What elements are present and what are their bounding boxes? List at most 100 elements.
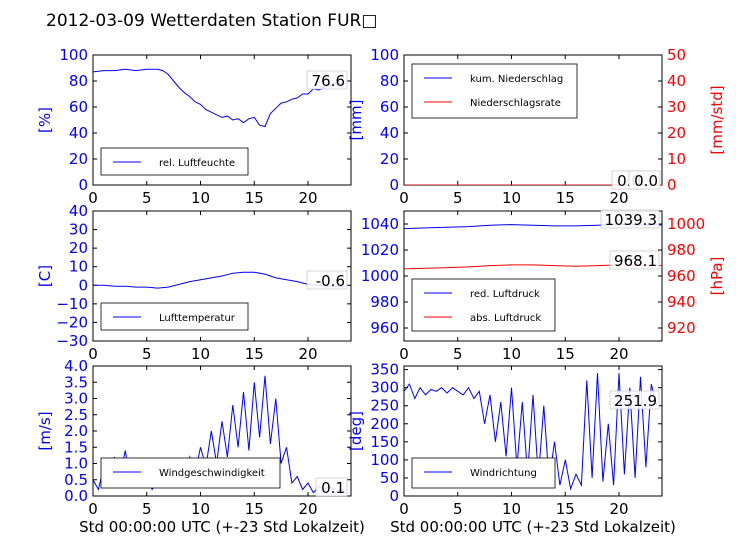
y-tick-label: 100 (370, 46, 399, 64)
y-tick-label: 200 (370, 415, 399, 433)
y-tick-label: 350 (370, 361, 399, 379)
x-tick-label: 20 (298, 345, 317, 363)
legend-label: Windrichtung (470, 468, 537, 479)
x-tick-label: 10 (191, 500, 210, 518)
legend-label: Lufttemperatur (159, 313, 236, 324)
legend-label: abs. Luftdruck (470, 313, 541, 324)
x-tick-label: 0 (88, 189, 98, 207)
legend: kum. Niederschlag Niederschlagsrate (411, 63, 578, 119)
legend-box (411, 63, 578, 119)
x-tick-label: 20 (609, 345, 628, 363)
y2-axis-label: [mm/std] (708, 85, 726, 154)
y-tick-label: 300 (370, 379, 399, 397)
y2-axis-label: [hPa] (708, 257, 726, 296)
x-tick-label: 20 (609, 189, 628, 207)
x-tick-label: 20 (298, 500, 317, 518)
x-tick-label: 20 (609, 500, 628, 518)
y2-tick-label: 50 (667, 46, 686, 64)
y-tick-label: 0 (78, 176, 88, 194)
y-tick-label: 1.0 (64, 455, 88, 473)
y2-tick-label: 10 (667, 150, 686, 168)
y-tick-label: 1020 (361, 241, 399, 259)
x-tick-label: 10 (502, 345, 521, 363)
x-tick-label: 0 (399, 345, 409, 363)
legend-label: kum. Niederschlag (470, 74, 563, 85)
value-label-box (609, 390, 660, 410)
value-label-box (315, 477, 348, 497)
y-axis-label: [deg] (347, 411, 365, 451)
x-tick-label: 15 (556, 345, 575, 363)
panel-temperature: 0 5 10 15 20−30−20−10010203040[C]Lufttempera… (36, 202, 352, 363)
legend-label: rel. Luftfeuchte (159, 158, 235, 169)
legend: rel. Luftfeuchte (100, 147, 249, 176)
y-tick-label: 20 (69, 239, 88, 257)
x-axis-label: Std 00:00:00 UTC (+-23 Std Lokalzeit) (390, 518, 676, 536)
y-tick-label: 1.5 (64, 438, 88, 456)
y2-tick-label: 960 (667, 267, 696, 285)
y2-tick-label: 40 (667, 72, 686, 90)
y-tick-label: 80 (69, 72, 88, 90)
legend: red. Luftdruck abs. Luftdruck (411, 278, 556, 332)
y2-tick-label: 980 (667, 241, 696, 259)
panel-wind_speed: 0 5 10 15 20 0.00.51.01.52.02.53.03.54.0 [m/s]… (36, 357, 365, 536)
value-label-box (306, 270, 348, 290)
legend: Windrichtung (411, 457, 556, 489)
y-tick-label: 40 (380, 124, 399, 142)
last-value-label: 76.6 (312, 72, 345, 90)
panel-precip: 0 5 10 15 20 0 20 40 60 80 100 0 10 20 30 40 50 [mm/std] [… (347, 46, 726, 207)
y-tick-label: 2.0 (64, 422, 88, 440)
y2-tick-label: 20 (667, 124, 686, 142)
y2-tick-label: 920 (667, 319, 696, 337)
y-tick-label: 0.5 (64, 471, 88, 489)
y-tick-label: 960 (370, 319, 399, 337)
y-tick-label: 1000 (361, 267, 399, 285)
x-tick-label: 5 (142, 189, 152, 207)
y-tick-label: 0 (389, 176, 399, 194)
y-axis-label: [m/s] (36, 411, 54, 450)
x-tick-label: 10 (502, 500, 521, 518)
y2-tick-label: 940 (667, 293, 696, 311)
title-missing-glyph: □ (361, 11, 377, 31)
y-tick-label: 3.0 (64, 390, 88, 408)
x-tick-label: 0 (399, 500, 409, 518)
last-value-label: 251.9 (614, 392, 657, 410)
value-label-box (306, 70, 348, 90)
legend-label: red. Luftdruck (470, 289, 540, 300)
x-tick-label: 10 (191, 189, 210, 207)
y-tick-label: 100 (59, 46, 88, 64)
last-value-label: 968.1 (614, 252, 657, 270)
y-tick-label: 40 (69, 124, 88, 142)
y-tick-label: 40 (69, 202, 88, 220)
y-axis-label: [C] (36, 265, 54, 287)
x-tick-label: 10 (191, 345, 210, 363)
y-tick-label: 1040 (361, 215, 399, 233)
x-tick-label: 15 (245, 189, 264, 207)
legend: Windgeschwindigkeit (100, 457, 281, 489)
last-value-label: 0.0 (634, 172, 658, 190)
legend-label: Windgeschwindigkeit (159, 468, 265, 479)
y-tick-label: 60 (69, 98, 88, 116)
y-tick-label: 980 (370, 293, 399, 311)
y-tick-label: 250 (370, 397, 399, 415)
y-tick-label: 0.0 (64, 487, 88, 505)
series-line-wind_direction-0 (404, 373, 658, 491)
x-tick-label: 0 (399, 189, 409, 207)
y-tick-label: 60 (380, 98, 399, 116)
y-tick-label: 20 (380, 150, 399, 168)
x-tick-label: 15 (245, 345, 264, 363)
y-tick-label: 4.0 (64, 357, 88, 375)
value-label-box (600, 209, 660, 229)
panel-wind_direction: 0 5 10 15 20050100150200250300350[deg]Windri… (347, 361, 676, 536)
x-tick-label: 15 (245, 500, 264, 518)
x-tick-label: 5 (453, 189, 463, 207)
y-tick-label: 50 (380, 469, 399, 487)
last-value-label: 0.1 (321, 479, 345, 497)
chart-title: 2012-03-09 Wetterdaten Station FUR□ (46, 11, 377, 31)
legend-box (100, 147, 249, 176)
y-tick-label: 0 (389, 487, 399, 505)
legend-box (411, 457, 556, 489)
y-tick-label: 100 (370, 451, 399, 469)
y-tick-label: −20 (56, 313, 88, 331)
x-tick-label: 20 (298, 189, 317, 207)
